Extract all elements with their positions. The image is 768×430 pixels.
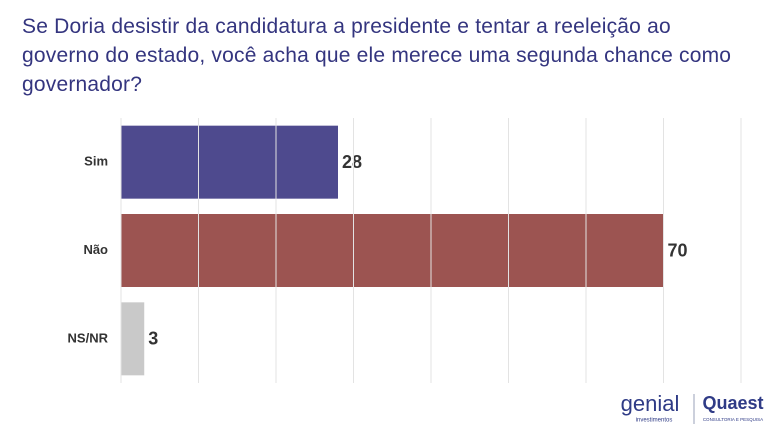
value-label: 28 <box>342 152 362 172</box>
logo-quaest: Quaest <box>702 393 763 413</box>
y-tick-label: Sim <box>84 154 108 169</box>
chart-title: Se Doria desistir da candidatura a presi… <box>22 15 732 96</box>
logo-genial-sub: investimentos <box>636 418 673 424</box>
logo-quaest-sub: CONSULTORIA E PESQUISA <box>703 417 763 422</box>
logo-genial: genial <box>621 391 680 416</box>
bar <box>121 125 338 199</box>
bar <box>121 214 664 287</box>
y-tick-label: NS/NR <box>68 330 109 345</box>
y-tick-label: Não <box>83 242 108 257</box>
value-label: 3 <box>148 329 158 349</box>
bar <box>121 302 145 376</box>
value-label: 70 <box>668 240 688 260</box>
